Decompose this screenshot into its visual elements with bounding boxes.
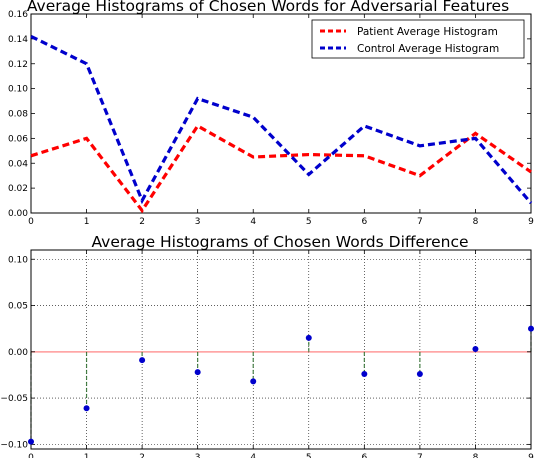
difference-point [361,371,368,378]
top-y-tick-label: 0.00 [8,209,28,219]
top-x-tick-label: 7 [417,217,423,227]
top-y-tick-label: 0.10 [8,85,28,95]
top-x-tick-label: 5 [306,217,312,227]
difference-point [472,346,479,353]
top-x-tick-label: 8 [473,217,479,227]
bottom-ticks: 0 1 2 3 4 5 6 7 8 9 −0.10 −0.05 0.00 0.05 0.10 [0,250,534,458]
bottom-grid [30,250,532,449]
top-chart-title: Average Histograms of Chosen Words for A… [27,0,509,15]
difference-point [416,371,423,378]
bottom-x-tick-label: 0 [28,453,34,458]
legend-patient-label: Patient Average Histogram [357,26,498,38]
difference-point [194,369,201,376]
legend-box [311,19,525,59]
difference-point [528,325,534,332]
bottom-stems [30,328,532,442]
bottom-points [28,325,534,445]
bottom-x-tick-label: 8 [473,453,479,458]
top-y-tick-label: 0.08 [8,110,28,120]
top-x-tick-label: 9 [528,217,534,227]
bottom-y-tick-label: 0.10 [8,255,28,265]
bottom-x-tick-label: 1 [84,453,90,458]
bottom-x-tick-label: 3 [195,453,201,458]
top-y-tick-label: 0.02 [8,184,28,194]
bottom-x-tick-label: 5 [306,453,312,458]
top-y-tick-label: 0.16 [8,10,28,20]
bottom-x-tick-label: 9 [528,453,534,458]
top-x-tick-label: 0 [28,217,34,227]
series-line-control [30,34,533,205]
legend-control-label: Control Average Histogram [357,43,499,55]
difference-point [28,438,34,445]
top-y-tick-label: 0.14 [8,35,28,45]
top-x-tick-label: 6 [361,217,367,227]
series-line-patient [30,123,532,214]
bottom-chart: Average Histograms of Chosen Words Diffe… [0,233,534,458]
top-lines [30,34,533,214]
top-chart: Average Histograms of Chosen Words for A… [8,0,534,227]
bottom-chart-title: Average Histograms of Chosen Words Diffe… [91,233,468,251]
top-x-tick-label: 2 [139,217,145,227]
bottom-y-tick-label: −0.10 [0,440,28,450]
bottom-x-tick-label: 6 [361,453,367,458]
difference-point [250,378,257,385]
difference-point [305,334,312,341]
bottom-x-tick-label: 4 [250,453,256,458]
top-x-tick-label: 4 [250,217,256,227]
difference-point [139,357,146,364]
bottom-y-tick-label: −0.05 [0,394,28,404]
difference-point [83,405,90,412]
bottom-x-tick-label: 2 [139,453,145,458]
top-legend: Patient Average Histogram Control Averag… [311,19,525,59]
top-x-tick-label: 3 [195,217,201,227]
bottom-plot-frame [30,249,532,450]
bottom-y-tick-label: 0.00 [8,348,28,358]
top-x-tick-label: 1 [84,217,90,227]
bottom-y-tick-label: 0.05 [8,302,28,312]
top-y-tick-label: 0.04 [8,159,28,169]
top-y-tick-label: 0.06 [8,134,28,144]
bottom-x-tick-label: 7 [417,453,423,458]
top-y-tick-label: 0.12 [8,60,28,70]
top-ticks: 0 1 2 3 4 5 6 7 8 9 0.00 0.02 0.04 0.06 0.08 0.10 0.12 0.… [8,10,534,227]
